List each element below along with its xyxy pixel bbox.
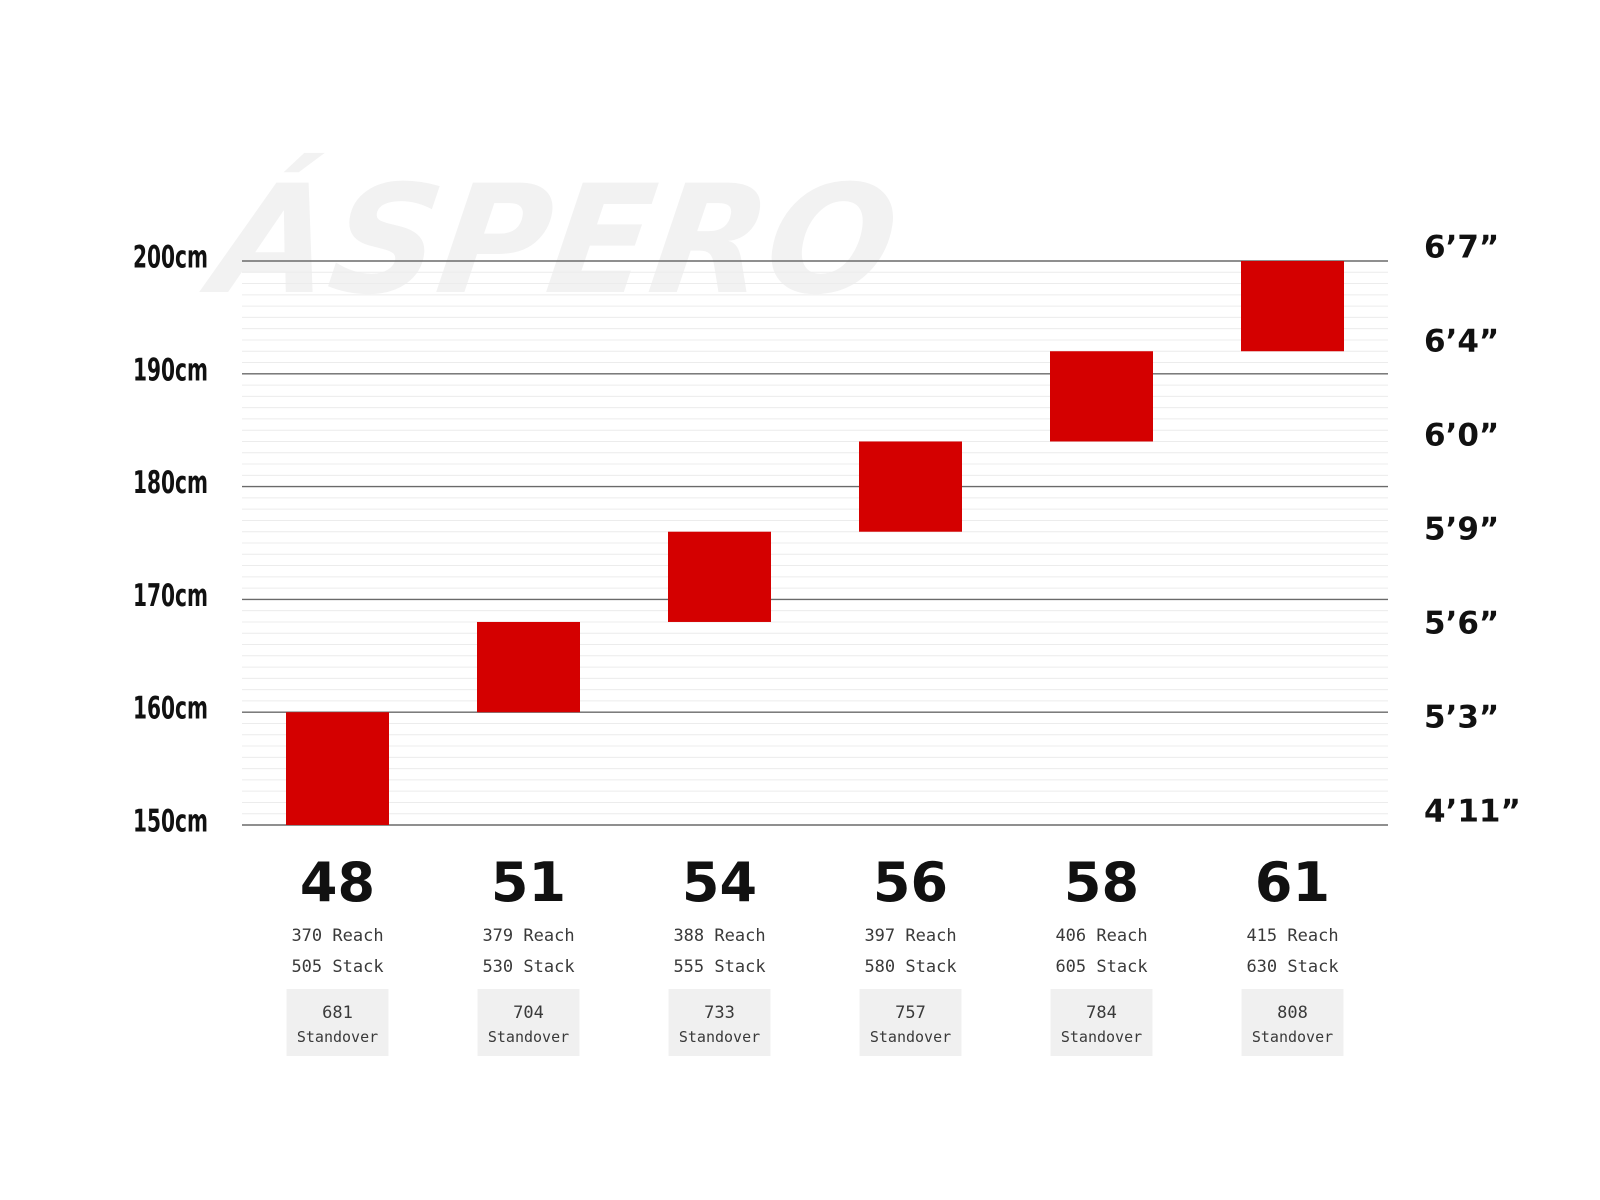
x-axis-size-labels: 48 51 54 56 58 61 — [300, 851, 1330, 914]
y-tick-label-ft: 6’4” — [1424, 324, 1499, 360]
reach-label: 397 Reach — [864, 926, 956, 946]
standover-box — [859, 989, 962, 1056]
standover-value: 733 — [704, 1003, 735, 1023]
y-tick-label-cm: 150cm — [133, 804, 208, 840]
size-label: 48 — [300, 851, 375, 914]
standover-value: 784 — [1086, 1003, 1117, 1023]
grid — [242, 260, 1388, 826]
size-bar — [286, 712, 389, 825]
bars — [286, 261, 1344, 825]
stack-label: 555 Stack — [673, 957, 765, 977]
reach-label: 415 Reach — [1246, 926, 1338, 946]
y-tick-label-cm: 160cm — [133, 691, 208, 727]
standover-label: Standover — [488, 1028, 569, 1046]
stack-label: 630 Stack — [1246, 957, 1338, 977]
standover-label: Standover — [679, 1028, 760, 1046]
size-label: 61 — [1255, 851, 1330, 914]
y-tick-label-cm: 170cm — [133, 578, 208, 614]
standover-value: 808 — [1277, 1003, 1308, 1023]
size-specs: 370 Reach 505 Stack 681 Standover 379 Reach 5… — [286, 926, 1344, 1056]
size-bar — [859, 441, 962, 532]
stack-label: 530 Stack — [482, 957, 574, 977]
y-tick-label-ft: 5’3” — [1424, 700, 1499, 736]
standover-box — [668, 989, 771, 1056]
standover-value: 757 — [895, 1003, 926, 1023]
y-tick-label-ft: 6’0” — [1424, 418, 1499, 454]
standover-box — [1050, 989, 1153, 1056]
standover-value: 681 — [322, 1003, 353, 1023]
standover-label: Standover — [297, 1028, 378, 1046]
reach-label: 370 Reach — [291, 926, 383, 946]
y-tick-label-ft: 5’6” — [1424, 606, 1499, 642]
standover-label: Standover — [1252, 1028, 1333, 1046]
standover-value: 704 — [513, 1003, 544, 1023]
standover-box — [477, 989, 580, 1056]
watermark-logo: ÁSPERO — [194, 152, 908, 328]
y-tick-label-ft: 4’11” — [1424, 794, 1521, 830]
y-axis-right-ticks: 4’11” 5’3” 5’6” 5’9” 6’0” 6’4” 6’7” — [1424, 230, 1521, 830]
size-bar — [477, 621, 580, 713]
size-label: 54 — [682, 851, 757, 914]
reach-label: 406 Reach — [1055, 926, 1147, 946]
y-tick-label-cm: 180cm — [133, 465, 208, 501]
standover-box — [286, 989, 389, 1056]
stack-label: 505 Stack — [291, 957, 383, 977]
reach-label: 379 Reach — [482, 926, 574, 946]
size-label: 58 — [1064, 851, 1139, 914]
reach-label: 388 Reach — [673, 926, 765, 946]
standover-label: Standover — [1061, 1028, 1142, 1046]
standover-label: Standover — [870, 1028, 951, 1046]
y-tick-label-cm: 200cm — [133, 240, 208, 276]
y-axis-left-ticks: 150cm 160cm 170cm 180cm 190cm 200cm — [133, 240, 208, 840]
standover-box — [1241, 989, 1344, 1056]
stack-label: 605 Stack — [1055, 957, 1147, 977]
y-tick-label-cm: 190cm — [133, 352, 208, 388]
stack-label: 580 Stack — [864, 957, 956, 977]
size-label: 51 — [491, 851, 566, 914]
y-tick-label-ft: 6’7” — [1424, 230, 1499, 266]
size-bar — [668, 531, 771, 622]
size-bar — [1050, 351, 1153, 442]
size-bar — [1241, 261, 1344, 352]
size-label: 56 — [873, 851, 948, 914]
y-tick-label-ft: 5’9” — [1424, 512, 1499, 548]
